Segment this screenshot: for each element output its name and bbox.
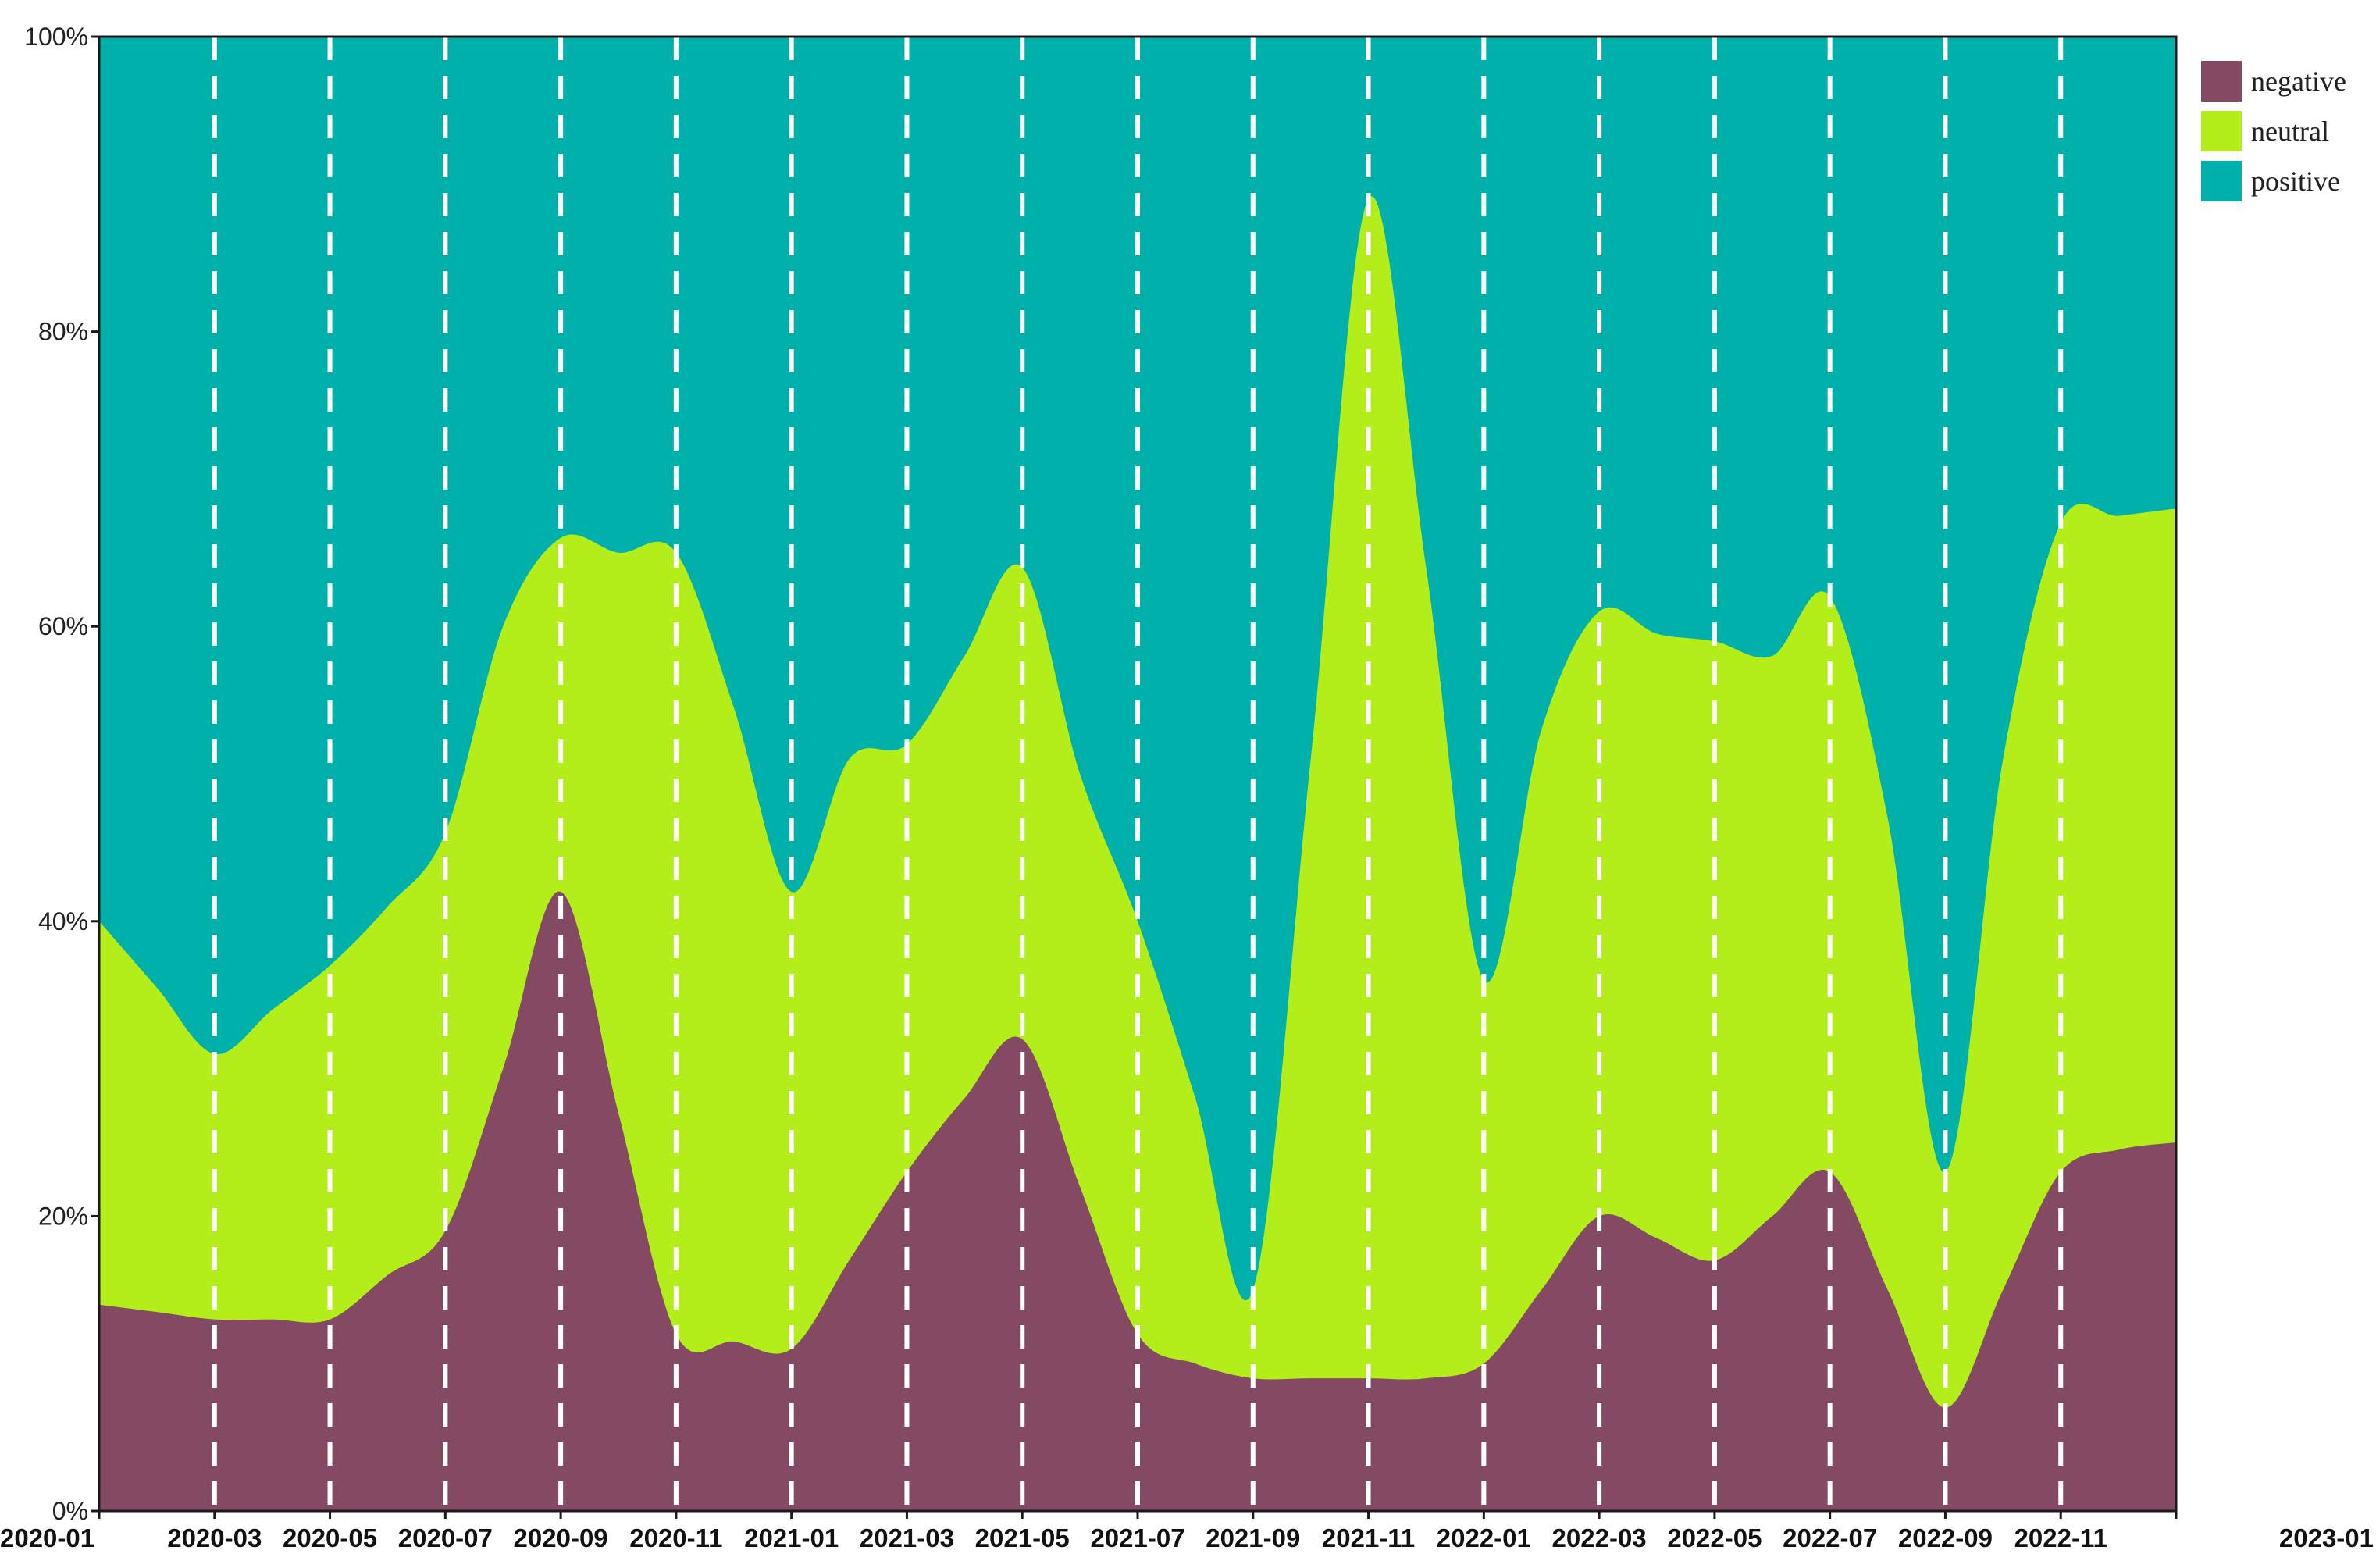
- x-tick-label: 2021-05: [975, 1523, 1070, 1552]
- x-tick-label: 2022-11: [2014, 1523, 2107, 1552]
- legend-swatch-neutral: [2201, 111, 2242, 151]
- x-tick-label: 2020-03: [167, 1523, 262, 1552]
- y-tick-label: 80%: [38, 318, 88, 346]
- x-tick-label: 2022-03: [1552, 1523, 1647, 1552]
- y-axis-ticks: 0% 20% 40% 60% 80% 100%: [24, 23, 99, 1525]
- vertical-gridlines: [212, 37, 2064, 1511]
- y-tick-label: 60%: [38, 612, 88, 640]
- x-tick-label: 2021-03: [860, 1523, 954, 1552]
- x-tick-label: 2021-09: [1206, 1523, 1300, 1552]
- y-tick-label: 20%: [38, 1202, 88, 1230]
- x-tick-label: 2020-11: [629, 1523, 722, 1552]
- y-tick-label: 100%: [24, 23, 88, 51]
- x-tick-label: 2021-11: [1322, 1523, 1415, 1552]
- x-tick-label: 2020-05: [283, 1523, 377, 1552]
- legend: negative neutral positive: [2201, 61, 2346, 201]
- legend-label-positive: positive: [2251, 166, 2340, 197]
- x-tick-label: 2020-07: [398, 1523, 493, 1552]
- legend-swatch-positive: [2201, 161, 2242, 201]
- legend-label-neutral: neutral: [2251, 116, 2329, 147]
- legend-swatch-negative: [2201, 61, 2242, 102]
- x-tick-label: 2020-09: [514, 1523, 608, 1552]
- x-tick-label: 2021-01: [744, 1523, 839, 1552]
- legend-label-negative: negative: [2251, 66, 2346, 97]
- x-tick-label: 2021-07: [1090, 1523, 1184, 1552]
- area-negative: [99, 891, 2176, 1511]
- x-axis-ticks: 2020-01 2020-03 2020-05 2020-07 2020-09 2020-…: [0, 1511, 2374, 1552]
- x-tick-label: 2022-01: [1437, 1523, 1531, 1552]
- y-tick-label: 40%: [38, 907, 88, 935]
- x-tick-label: 2022-09: [1898, 1523, 1993, 1552]
- x-tick-label: 2023-01: [2279, 1523, 2374, 1552]
- stacked-areas: [99, 37, 2176, 1512]
- y-tick-label: 0%: [52, 1497, 88, 1525]
- x-tick-label: 2022-05: [1667, 1523, 1762, 1552]
- x-tick-label: 2020-01: [0, 1523, 94, 1552]
- x-tick-label: 2022-07: [1783, 1523, 1877, 1552]
